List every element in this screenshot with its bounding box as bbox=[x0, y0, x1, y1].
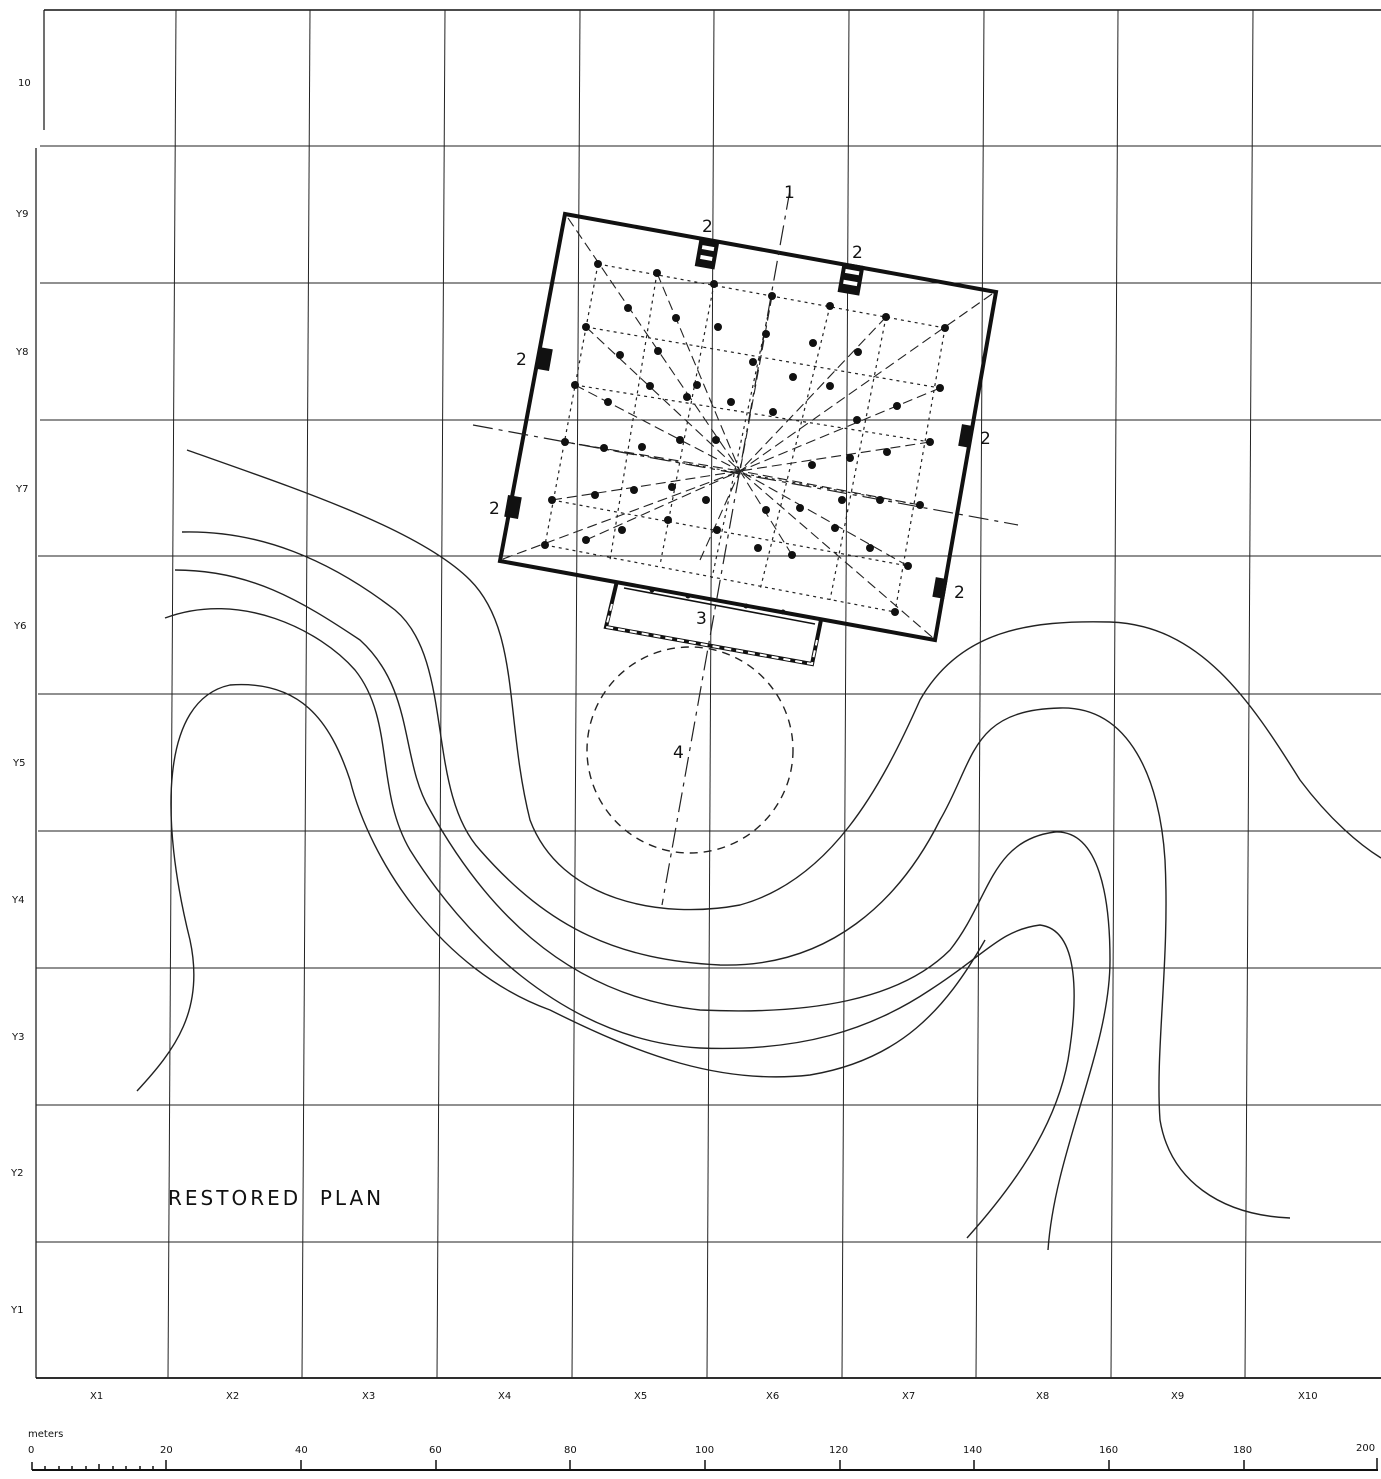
x-label-x5: X5 bbox=[634, 1391, 647, 1402]
x-label-x9: X9 bbox=[1171, 1391, 1184, 1402]
scale-tick-100: 100 bbox=[695, 1445, 714, 1456]
doorways bbox=[504, 238, 974, 599]
y-label-y2: Y2 bbox=[10, 1168, 23, 1179]
y-label-y6: Y6 bbox=[13, 621, 26, 632]
circular-feature bbox=[586, 646, 794, 854]
marker-2-north-right: 2 bbox=[852, 243, 863, 263]
marker-2-east-upper: 2 bbox=[980, 429, 991, 449]
x-label-x3: X3 bbox=[362, 1391, 375, 1402]
scale-tick-60: 60 bbox=[429, 1445, 442, 1456]
porch-annex bbox=[603, 580, 823, 667]
scale-tick-80: 80 bbox=[564, 1445, 577, 1456]
y-label-y9: Y9 bbox=[15, 209, 28, 220]
plan-title: RESTORED PLAN bbox=[168, 1186, 384, 1210]
scale-tick-120: 120 bbox=[829, 1445, 848, 1456]
scale-tick-140: 140 bbox=[963, 1445, 982, 1456]
grid-horizontal-lines bbox=[36, 145, 1381, 1243]
building-outline bbox=[497, 211, 999, 643]
radial-lines bbox=[502, 217, 993, 638]
marker-4: 4 bbox=[673, 743, 684, 763]
x-label-x6: X6 bbox=[766, 1391, 779, 1402]
scale-tick-200: 200 bbox=[1356, 1443, 1375, 1454]
x-label-x10: X10 bbox=[1298, 1391, 1318, 1402]
x-label-x1: X1 bbox=[90, 1391, 103, 1402]
contour-lines bbox=[136, 449, 1381, 1251]
marker-2-north-left: 2 bbox=[702, 217, 713, 237]
y-label-y1: Y1 bbox=[10, 1305, 23, 1316]
y-label-y8: Y8 bbox=[15, 347, 28, 358]
y-label-y7: Y7 bbox=[15, 484, 28, 495]
scale-tick-20: 20 bbox=[160, 1445, 173, 1456]
marker-2-west-lower: 2 bbox=[489, 499, 500, 519]
x-axis-labels: X1 X2 X3 X4 X5 X6 X7 X8 X9 X10 bbox=[90, 1391, 1318, 1402]
scale-bar: meters 0 20 40 60 80 bbox=[28, 1429, 1378, 1471]
x-label-x2: X2 bbox=[226, 1391, 239, 1402]
marker-2-east-lower: 2 bbox=[954, 583, 965, 603]
marker-3: 3 bbox=[696, 609, 707, 629]
y-label-y3: Y3 bbox=[11, 1032, 24, 1043]
scale-tick-160: 160 bbox=[1099, 1445, 1118, 1456]
plan-frame bbox=[35, 9, 1381, 1379]
scale-unit-label: meters bbox=[28, 1429, 63, 1440]
marker-1: 1 bbox=[784, 183, 795, 203]
scale-tick-40: 40 bbox=[295, 1445, 308, 1456]
y-label-y5: Y5 bbox=[12, 758, 25, 769]
x-label-x7: X7 bbox=[902, 1391, 915, 1402]
marker-2-west-upper: 2 bbox=[516, 350, 527, 370]
x-label-x4: X4 bbox=[498, 1391, 511, 1402]
scale-tick-180: 180 bbox=[1233, 1445, 1252, 1456]
y-label-y4: Y4 bbox=[11, 895, 24, 906]
scale-tick-0: 0 bbox=[28, 1445, 34, 1456]
axis-lines bbox=[472, 189, 1019, 906]
column-dots bbox=[541, 260, 949, 616]
y-label-10: 10 bbox=[18, 78, 31, 89]
x-label-x8: X8 bbox=[1036, 1391, 1049, 1402]
y-axis-labels: 10 Y9 Y8 Y7 Y6 Y5 Y4 Y3 Y2 Y1 bbox=[10, 78, 31, 1316]
